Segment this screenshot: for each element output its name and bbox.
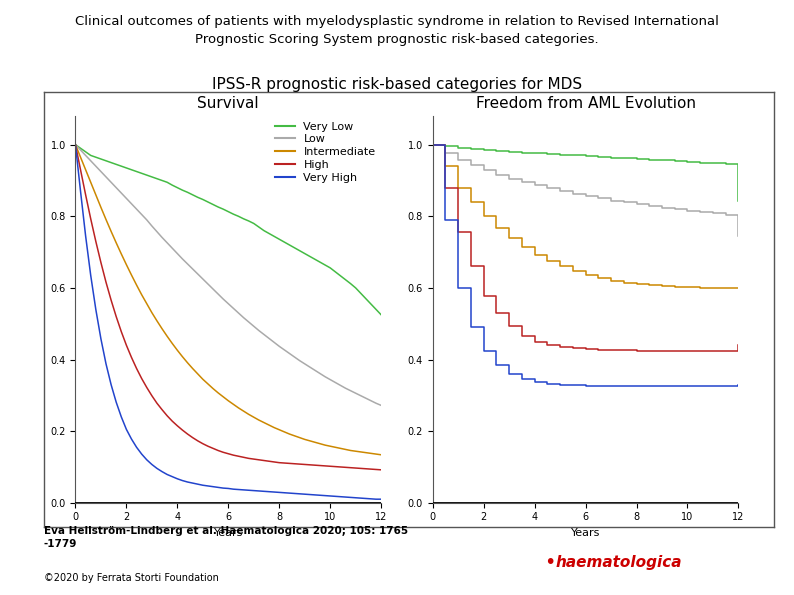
Text: haematologica: haematologica bbox=[556, 555, 682, 570]
Title: Survival: Survival bbox=[198, 96, 259, 111]
Title: Freedom from AML Evolution: Freedom from AML Evolution bbox=[476, 96, 696, 111]
Text: Prognostic Scoring System prognostic risk-based categories.: Prognostic Scoring System prognostic ris… bbox=[195, 33, 599, 46]
X-axis label: Years: Years bbox=[214, 528, 243, 538]
Text: ©2020 by Ferrata Storti Foundation: ©2020 by Ferrata Storti Foundation bbox=[44, 573, 218, 583]
Text: •: • bbox=[544, 553, 555, 572]
X-axis label: Years: Years bbox=[571, 528, 600, 538]
Text: -1779: -1779 bbox=[44, 538, 77, 549]
Text: Eva Hellström-Lindberg et al. Haematologica 2020; 105: 1765: Eva Hellström-Lindberg et al. Haematolog… bbox=[44, 525, 408, 536]
Text: Clinical outcomes of patients with myelodysplastic syndrome in relation to Revis: Clinical outcomes of patients with myelo… bbox=[75, 15, 719, 28]
Text: IPSS-R prognostic risk-based categories for MDS: IPSS-R prognostic risk-based categories … bbox=[212, 77, 582, 92]
Legend: Very Low, Low, Intermediate, High, Very High: Very Low, Low, Intermediate, High, Very … bbox=[275, 121, 376, 183]
